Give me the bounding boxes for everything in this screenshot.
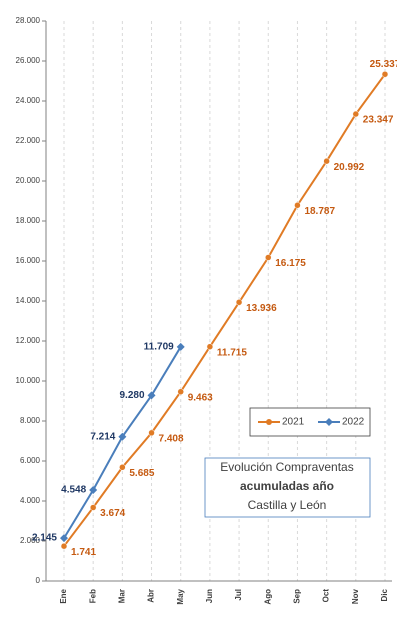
y-tick-label: 28.000 bbox=[16, 16, 41, 25]
y-tick-label: 2.000 bbox=[20, 536, 41, 545]
x-tick-label: Ago bbox=[263, 589, 272, 605]
annotation-text: Castilla y León bbox=[248, 498, 327, 512]
data-label: 16.175 bbox=[275, 258, 306, 269]
data-label: 4.548 bbox=[61, 485, 86, 496]
legend-label: 2021 bbox=[282, 417, 305, 428]
y-tick-label: 26.000 bbox=[16, 56, 41, 65]
marker bbox=[118, 432, 127, 441]
data-label: 7.408 bbox=[159, 433, 184, 444]
marker bbox=[147, 391, 156, 400]
x-tick-label: Jun bbox=[205, 589, 214, 603]
x-tick-label: Mar bbox=[117, 589, 126, 603]
annotation-text: acumuladas año bbox=[240, 479, 334, 493]
x-tick-label: Nov bbox=[351, 588, 360, 604]
legend: 2021 2022 bbox=[249, 407, 371, 437]
data-label: 23.347 bbox=[363, 115, 394, 126]
marker bbox=[294, 202, 301, 209]
marker bbox=[60, 542, 68, 550]
x-tick-label: May bbox=[176, 588, 185, 604]
data-label: 11.709 bbox=[144, 341, 174, 352]
marker bbox=[381, 71, 389, 78]
x-tick-label: Sep bbox=[293, 589, 302, 604]
marker bbox=[176, 342, 185, 351]
y-tick-label: 18.000 bbox=[16, 216, 41, 225]
y-tick-label: 10.000 bbox=[16, 376, 41, 385]
legend-marker bbox=[325, 418, 333, 426]
y-tick-label: 8.000 bbox=[20, 416, 41, 425]
data-label: 7.214 bbox=[90, 431, 115, 442]
marker bbox=[89, 504, 97, 511]
data-label: 9.280 bbox=[120, 390, 145, 401]
y-tick-label: 12.000 bbox=[16, 336, 41, 345]
annotation-text: Evolución Compraventas bbox=[220, 460, 353, 474]
legend-marker bbox=[266, 419, 272, 425]
y-tick-label: 20.000 bbox=[16, 176, 41, 185]
y-tick-label: 4.000 bbox=[20, 496, 41, 505]
x-tick-label: Jul bbox=[234, 589, 243, 601]
y-tick-label: 14.000 bbox=[16, 296, 41, 305]
x-tick-label: Ene bbox=[59, 588, 68, 603]
marker bbox=[323, 157, 330, 165]
data-label: 20.992 bbox=[334, 162, 365, 173]
marker bbox=[148, 429, 155, 437]
data-label: 13.936 bbox=[246, 303, 277, 314]
data-label: 9.463 bbox=[188, 392, 213, 403]
data-label: 1.741 bbox=[71, 547, 96, 558]
y-tick-label: 16.000 bbox=[16, 256, 41, 265]
x-tick-label: Abr bbox=[147, 589, 156, 603]
marker bbox=[119, 464, 126, 471]
data-label: 2.145 bbox=[32, 533, 57, 544]
marker bbox=[265, 254, 272, 261]
annotation-box bbox=[204, 457, 371, 518]
x-tick-label: Feb bbox=[88, 589, 97, 603]
legend-label: 2022 bbox=[342, 417, 365, 428]
x-tick-label: Oct bbox=[322, 589, 331, 603]
data-label: 3.674 bbox=[100, 508, 125, 519]
y-tick-label: 6.000 bbox=[20, 456, 41, 465]
data-label: 25.337 bbox=[370, 59, 397, 70]
y-tick-label: 24.000 bbox=[16, 96, 41, 105]
marker bbox=[60, 534, 68, 543]
y-tick-label: 22.000 bbox=[16, 136, 41, 145]
marker bbox=[177, 388, 184, 395]
marker bbox=[352, 110, 360, 118]
data-label: 5.685 bbox=[129, 468, 154, 479]
data-label: 18.787 bbox=[304, 206, 335, 217]
data-label: 11.715 bbox=[217, 347, 247, 358]
marker bbox=[89, 486, 98, 495]
y-tick-label: 0 bbox=[36, 576, 41, 585]
marker bbox=[235, 299, 243, 306]
series-line bbox=[63, 73, 386, 547]
marker bbox=[206, 343, 214, 350]
x-tick-label: Dic bbox=[380, 588, 389, 601]
